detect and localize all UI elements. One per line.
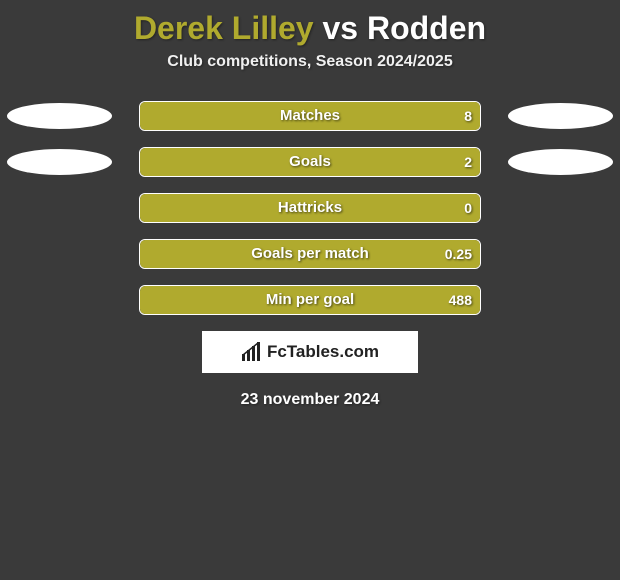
player1-name: Derek Lilley [134, 10, 314, 46]
stats-rows: Matches8Goals2Hattricks0Goals per match0… [0, 101, 620, 315]
stat-label: Hattricks [140, 194, 480, 222]
stat-label: Min per goal [140, 286, 480, 314]
subtitle: Club competitions, Season 2024/2025 [0, 53, 620, 101]
player2-oval [508, 149, 613, 175]
stat-value: 0.25 [445, 240, 472, 268]
stat-label: Matches [140, 102, 480, 130]
stat-value: 2 [464, 148, 472, 176]
player2-oval [508, 103, 613, 129]
stat-row: Min per goal488 [0, 285, 620, 315]
brand-text: FcTables.com [267, 342, 379, 362]
stat-value: 0 [464, 194, 472, 222]
comparison-title: Derek Lilley vs Rodden [0, 0, 620, 53]
stat-label: Goals per match [140, 240, 480, 268]
stat-row: Goals2 [0, 147, 620, 177]
player1-oval [7, 103, 112, 129]
stat-bar: Hattricks0 [139, 193, 481, 223]
stat-value: 488 [449, 286, 472, 314]
stat-bar: Matches8 [139, 101, 481, 131]
stat-row: Matches8 [0, 101, 620, 131]
stat-bar: Min per goal488 [139, 285, 481, 315]
brand-box: FcTables.com [202, 331, 418, 373]
player1-oval [7, 149, 112, 175]
stat-value: 8 [464, 102, 472, 130]
stat-label: Goals [140, 148, 480, 176]
bars-icon [241, 342, 263, 362]
player2-name: Rodden [367, 10, 486, 46]
stat-row: Hattricks0 [0, 193, 620, 223]
vs-text: vs [322, 10, 358, 46]
stat-bar: Goals per match0.25 [139, 239, 481, 269]
date-text: 23 november 2024 [0, 391, 620, 409]
stat-row: Goals per match0.25 [0, 239, 620, 269]
stat-bar: Goals2 [139, 147, 481, 177]
